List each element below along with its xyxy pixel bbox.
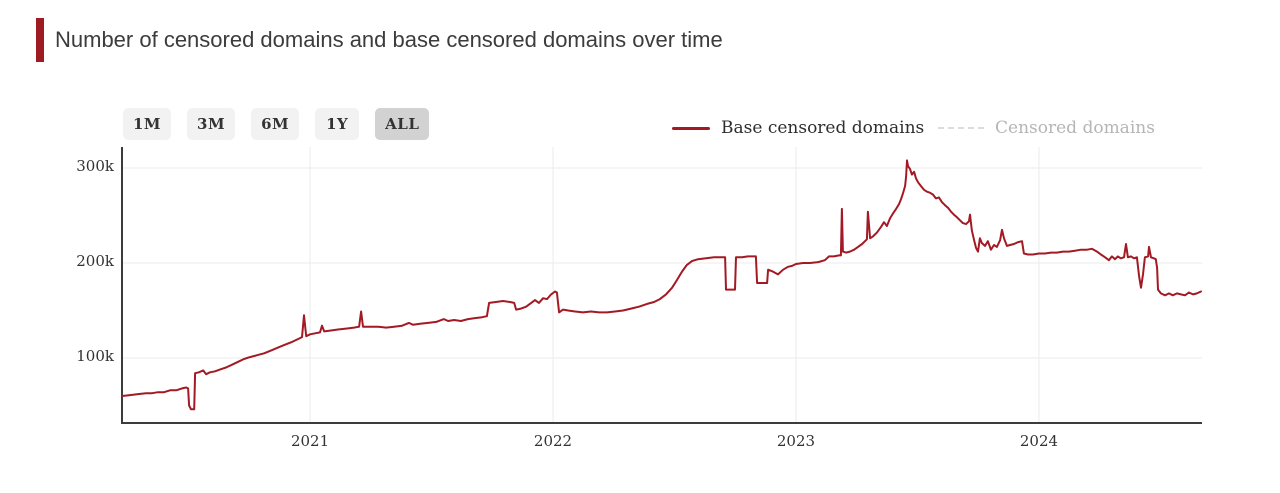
solid-line-swatch-icon	[672, 126, 710, 130]
legend-label-base-censored-domains: Base censored domains	[721, 118, 925, 138]
page-title: Number of censored domains and base cens…	[55, 27, 723, 52]
legend-item-base-censored-domains[interactable]: Base censored domains	[672, 118, 924, 138]
range-selector: 1M 3M 6M 1Y ALL	[123, 108, 430, 140]
range-button-1y[interactable]: 1Y	[315, 108, 360, 140]
legend: Base censored domains Censored domains	[0, 118, 1280, 142]
x-axis-label-2024: 2024	[1019, 432, 1059, 450]
title-accent-bar	[36, 18, 44, 62]
range-button-1m[interactable]: 1M	[123, 108, 172, 140]
x-axis-label-2021: 2021	[290, 432, 330, 450]
y-axis-label-200k: 200k	[76, 252, 114, 270]
x-axis-label-2022: 2022	[533, 432, 573, 450]
title-row: Number of censored domains and base cens…	[36, 18, 723, 62]
range-button-all[interactable]: ALL	[375, 108, 430, 140]
range-button-6m[interactable]: 6M	[251, 108, 300, 140]
series-line-base-censored-domains	[121, 159, 1202, 411]
range-button-3m[interactable]: 3M	[187, 108, 236, 140]
legend-label-censored-domains: Censored domains	[995, 118, 1155, 138]
y-axis-label-100k: 100k	[76, 347, 114, 365]
legend-item-censored-domains[interactable]: Censored domains	[938, 118, 1155, 138]
y-axis-label-300k: 300k	[76, 156, 114, 175]
dashed-line-swatch-icon	[938, 127, 984, 129]
x-axis-label-2023: 2023	[776, 432, 816, 450]
